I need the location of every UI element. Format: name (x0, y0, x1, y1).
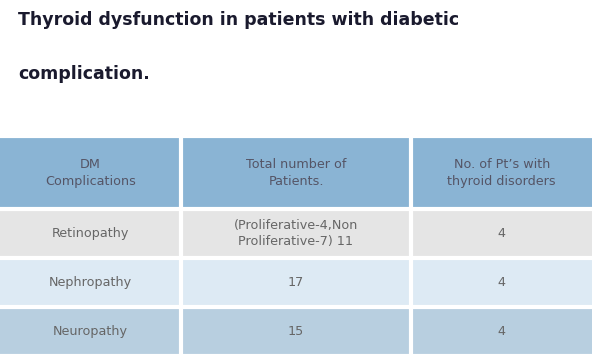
Text: Total number of
Patients.: Total number of Patients. (246, 158, 346, 188)
Text: (Proliferative-4,Non
Proliferative-7) 11: (Proliferative-4,Non Proliferative-7) 11 (234, 219, 358, 248)
Text: complication.: complication. (18, 65, 150, 83)
Text: Retinopathy: Retinopathy (52, 227, 129, 240)
Bar (0, 258, 181, 307)
Text: 4: 4 (498, 276, 506, 289)
Bar (411, 136, 592, 209)
Bar (0, 209, 181, 258)
Text: Neuropathy: Neuropathy (53, 325, 128, 338)
Text: No. of Pt’s with
thyroid disorders: No. of Pt’s with thyroid disorders (448, 158, 556, 188)
Text: 4: 4 (498, 325, 506, 338)
Text: 15: 15 (288, 325, 304, 338)
Bar (411, 307, 592, 356)
Bar (411, 209, 592, 258)
Bar (0, 136, 181, 209)
Bar (181, 136, 411, 209)
Text: 17: 17 (288, 276, 304, 289)
Bar (181, 209, 411, 258)
Text: Nephropathy: Nephropathy (49, 276, 132, 289)
Text: Thyroid dysfunction in patients with diabetic: Thyroid dysfunction in patients with dia… (18, 11, 459, 29)
Text: 4: 4 (498, 227, 506, 240)
Bar (181, 258, 411, 307)
Bar (411, 258, 592, 307)
Bar (181, 307, 411, 356)
Bar (0, 307, 181, 356)
Text: DM
Complications: DM Complications (45, 158, 136, 188)
